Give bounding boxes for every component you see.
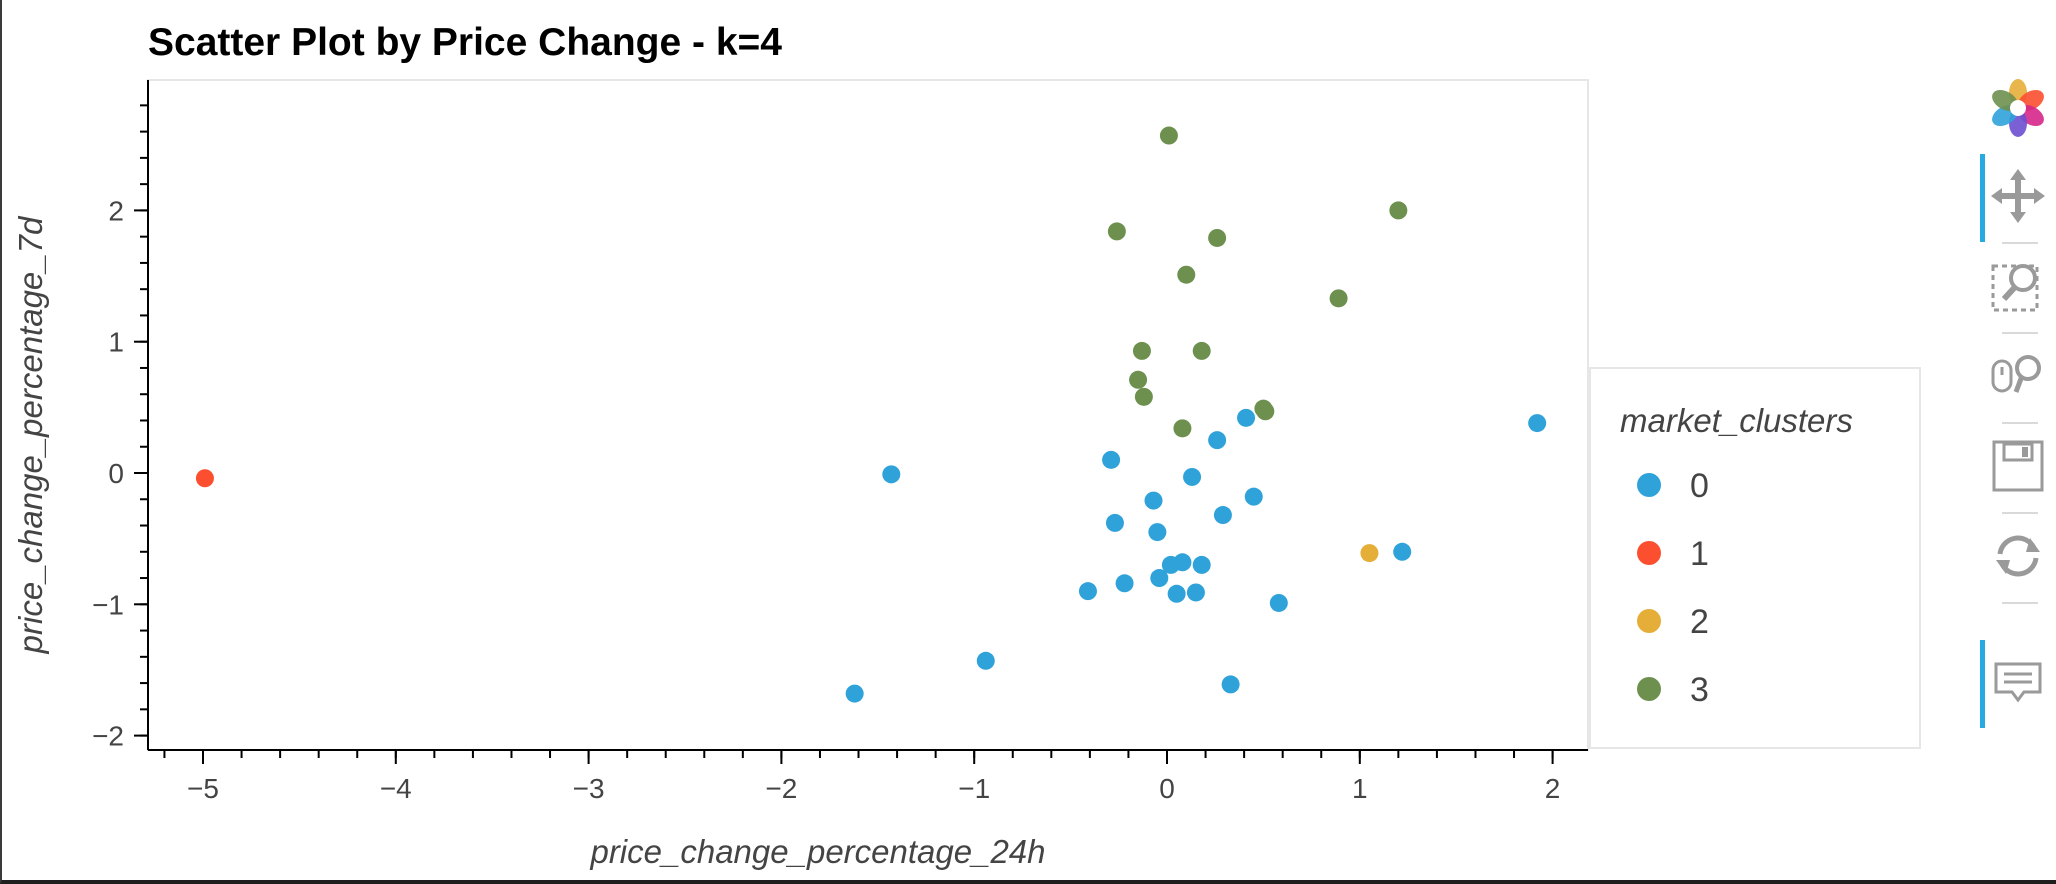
x-tick-label: −3 (573, 773, 605, 804)
cluster-3-point[interactable] (1159, 126, 1178, 145)
cluster-0-point[interactable] (1528, 414, 1547, 433)
cluster-0-point[interactable] (1192, 555, 1211, 574)
plot-area[interactable] (147, 79, 1589, 751)
legend-marker-3[interactable] (1637, 677, 1661, 701)
cluster-0-point[interactable] (1148, 523, 1167, 542)
cluster-3-point[interactable] (1177, 265, 1196, 284)
toolbar-separator (2002, 242, 2038, 244)
legend-label-1[interactable]: 1 (1690, 535, 1709, 573)
cluster-0-point[interactable] (1078, 582, 1097, 601)
toolbar-separator (2002, 422, 2038, 424)
wheel-zoom-icon[interactable] (1980, 338, 2056, 414)
cluster-0-point[interactable] (1144, 491, 1163, 510)
x-axis-label: price_change_percentage_24h (589, 833, 1045, 870)
data-points (195, 126, 1547, 703)
x-tick-label: −5 (187, 773, 219, 804)
legend-items: 0 1 2 3 (1637, 467, 1709, 709)
cluster-3-point[interactable] (1256, 402, 1275, 421)
y-tick-label: 1 (108, 327, 124, 358)
x-tick-label: −1 (958, 773, 990, 804)
cluster-3-point[interactable] (1208, 228, 1227, 247)
y-tick-label: 2 (108, 195, 124, 226)
cluster-0-point[interactable] (1237, 408, 1256, 427)
toolbar (1980, 70, 2056, 728)
legend: market_clusters 0 1 2 3 (1589, 367, 1921, 749)
save-icon[interactable] (1980, 428, 2056, 504)
x-tick-label: −2 (765, 773, 797, 804)
hover-icon[interactable] (1980, 646, 2056, 722)
cluster-0-point[interactable] (1221, 675, 1240, 694)
cluster-0-point[interactable] (1167, 584, 1186, 603)
cluster-0-point[interactable] (845, 684, 864, 703)
cluster-0-point[interactable] (882, 465, 901, 484)
cluster-3-point[interactable] (1192, 341, 1211, 360)
cluster-3-point[interactable] (1107, 222, 1126, 241)
cluster-0-point[interactable] (1183, 467, 1202, 486)
cluster-3-point[interactable] (1134, 387, 1153, 406)
cluster-0-point[interactable] (1102, 450, 1121, 469)
cluster-0-point[interactable] (1150, 569, 1169, 588)
legend-marker-2[interactable] (1637, 609, 1661, 633)
toolbar-separator (2002, 512, 2038, 514)
box-zoom-icon[interactable] (1980, 248, 2056, 324)
x-tick-label: 2 (1545, 773, 1561, 804)
cluster-3-point[interactable] (1173, 419, 1192, 438)
cluster-0-point[interactable] (1105, 513, 1124, 532)
cluster-3-point[interactable] (1389, 201, 1408, 220)
chart-title: Scatter Plot by Price Change - k=4 (148, 21, 782, 64)
x-tick-label: 1 (1352, 773, 1368, 804)
cluster-3-point[interactable] (1129, 370, 1148, 389)
legend-title: market_clusters (1620, 402, 1853, 439)
y-axis-label: price_change_percentage_7d (12, 215, 49, 654)
legend-marker-1[interactable] (1637, 541, 1661, 565)
pan-icon[interactable] (1980, 158, 2056, 234)
cluster-0-point[interactable] (1186, 583, 1205, 602)
scatter-plot: Scatter Plot by Price Change - k=4 −5 −4−… (12, 21, 1921, 870)
active-tool-indicator (1980, 154, 1985, 242)
cluster-1-point[interactable] (195, 469, 214, 488)
cluster-0-point[interactable] (1244, 487, 1263, 506)
cluster-0-point[interactable] (1173, 553, 1192, 572)
cluster-0-point[interactable] (976, 651, 995, 670)
axes: −5 −4 −3 −2 −1 0 1 2 −2 −1 0 1 2 (92, 80, 1588, 804)
x-tick-label: −4 (380, 773, 412, 804)
toolbar-separator (2002, 332, 2038, 334)
cluster-0-point[interactable] (1393, 542, 1412, 561)
legend-label-0[interactable]: 0 (1690, 467, 1709, 505)
y-tick-label: 0 (108, 458, 124, 489)
cluster-3-point[interactable] (1329, 289, 1348, 308)
x-tick-label: 0 (1159, 773, 1175, 804)
legend-label-2[interactable]: 2 (1690, 603, 1709, 641)
cluster-3-point[interactable] (1132, 341, 1151, 360)
y-tick-label: −2 (92, 721, 124, 752)
bokeh-logo-icon[interactable] (1980, 70, 2056, 146)
active-tool-indicator (1980, 640, 1985, 728)
cluster-0-point[interactable] (1208, 431, 1227, 450)
y-tick-label: −1 (92, 589, 124, 620)
legend-label-3[interactable]: 3 (1690, 671, 1709, 709)
toolbar-separator (2002, 602, 2038, 604)
legend-marker-0[interactable] (1637, 473, 1661, 497)
reset-icon[interactable] (1980, 518, 2056, 594)
cluster-0-point[interactable] (1269, 593, 1288, 612)
cluster-2-point[interactable] (1360, 544, 1379, 563)
cluster-0-point[interactable] (1115, 574, 1134, 593)
cluster-0-point[interactable] (1213, 506, 1232, 525)
